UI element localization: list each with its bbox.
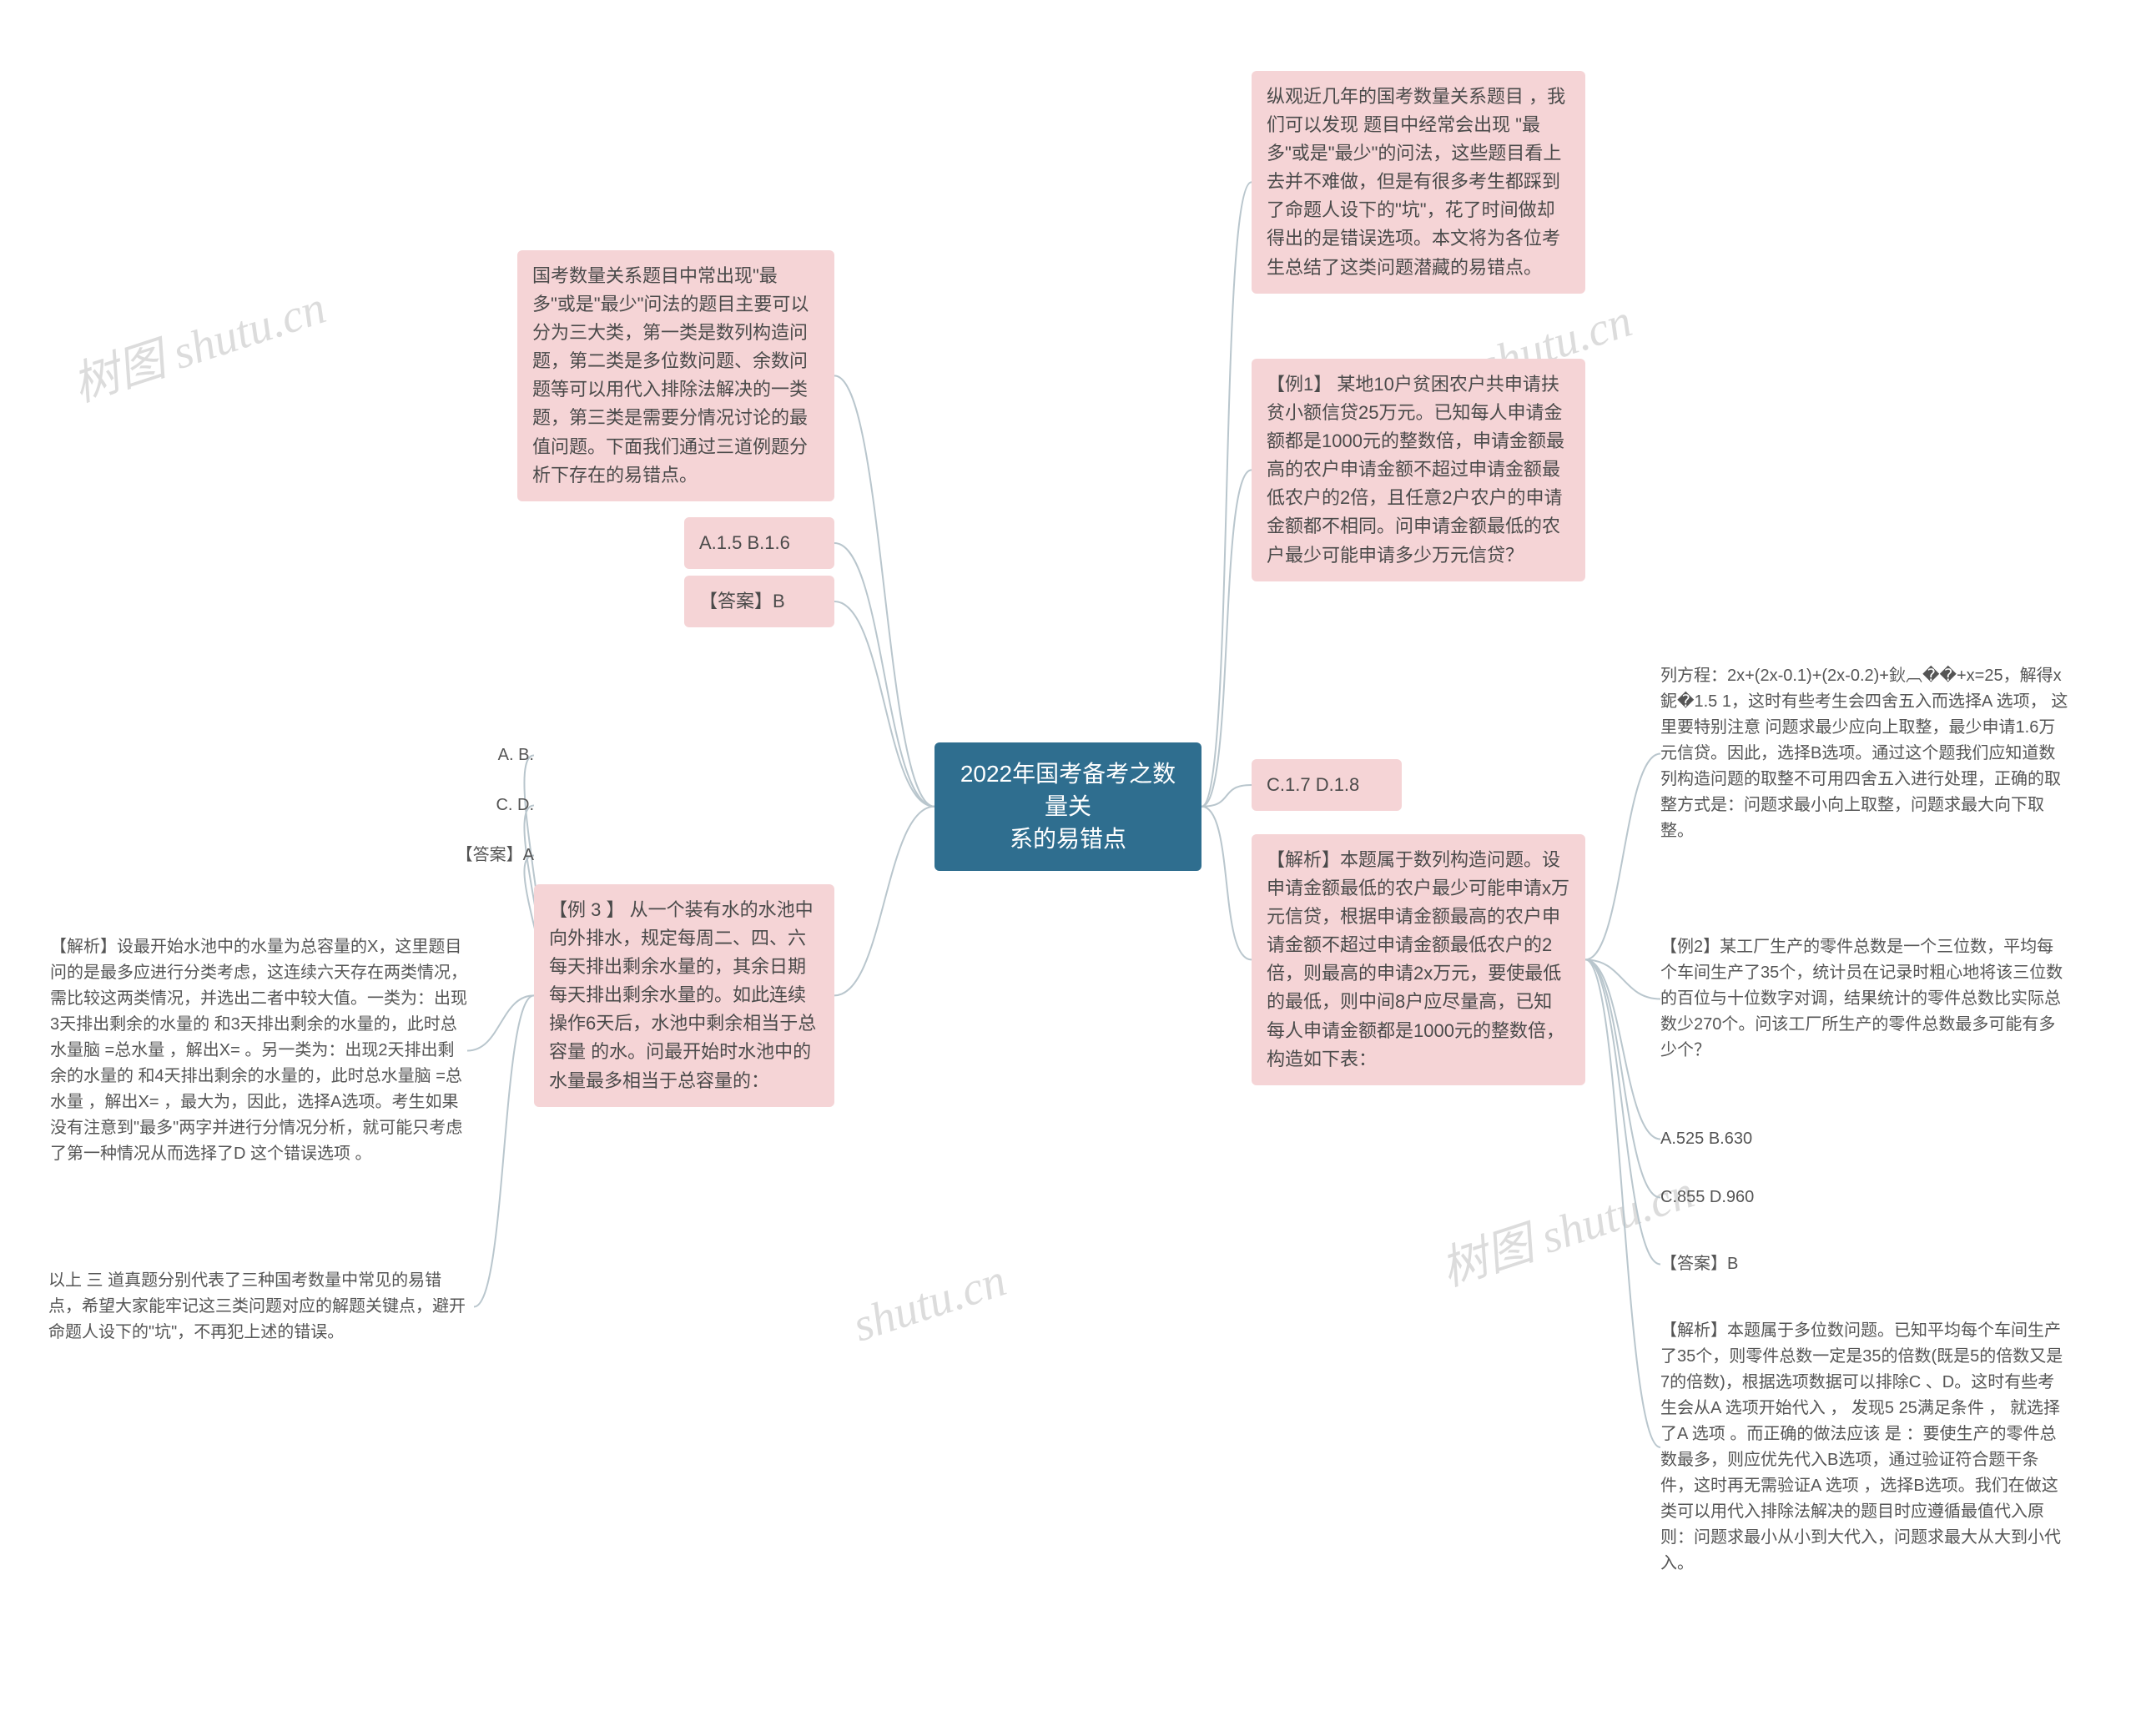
node-text: 以上 三 道真题分别代表了三种国考数量中常见的易错点，希望大家能牢记这三类问题对… <box>48 1271 466 1341</box>
node-text: C. D. <box>496 796 534 814</box>
node-plain-answer-a: 【答案】A <box>409 843 534 868</box>
node-analysis-3: 【解析】设最开始水池中的水量为总容量的X，这里题目问的是最多应进行分类考虑，这连… <box>50 934 467 1167</box>
node-text: C.855 D.960 <box>1660 1188 1754 1206</box>
node-text: 【例1】 某地10户贫困农户共申请扶贫小额信贷25万元。已知每人申请金额都是10… <box>1267 374 1564 566</box>
node-option-ab[interactable]: A.1.5 B.1.6 <box>684 517 834 569</box>
node-text: 【答案】A <box>456 846 534 864</box>
node-conclusion: 以上 三 道真题分别代表了三种国考数量中常见的易错点，希望大家能牢记这三类问题对… <box>48 1268 474 1346</box>
node-plain-cd: C. D. <box>459 793 534 818</box>
node-text: A. B. <box>498 746 534 764</box>
node-text: 【答案】B <box>1660 1255 1738 1273</box>
node-text: 【解析】设最开始水池中的水量为总容量的X，这里题目问的是最多应进行分类考虑，这连… <box>50 938 467 1163</box>
node-analysis-2: 【解析】本题属于多位数问题。已知平均每个车间生产了35个，则零件总数一定是35的… <box>1660 1318 2069 1577</box>
node-text: 列方程：2x+(2x-0.1)+(2x-0.2)+鈥︹��+x=25，解得x鈮�… <box>1660 667 2068 840</box>
node-option-cd[interactable]: C.1.7 D.1.8 <box>1252 759 1402 811</box>
node-text: 【答案】B <box>699 591 785 611</box>
node-analysis-1[interactable]: 【解析】本题属于数列构造问题。设申请金额最低的农户最少可能申请x万元信贷，根据申… <box>1252 834 1585 1085</box>
node-plain-ab: A. B. <box>459 742 534 768</box>
node-ex2-option-cd: C.855 D.960 <box>1660 1185 1811 1210</box>
node-answer-b[interactable]: 【答案】B <box>684 576 834 627</box>
watermark: 树图 shutu.cn <box>63 269 333 415</box>
node-example-2: 【例2】某工厂生产的零件总数是一个三位数，平均每个车间生产了35个，统计员在记录… <box>1660 934 2069 1064</box>
watermark: shutu.cn <box>847 1253 1013 1352</box>
node-left-summary[interactable]: 国考数量关系题目中常出现"最多"或是"最少"问法的题目主要可以分为三大类，第一类… <box>517 250 834 501</box>
node-text: 【例2】某工厂生产的零件总数是一个三位数，平均每个车间生产了35个，统计员在记录… <box>1660 938 2063 1059</box>
watermark: 树图 shutu.cn <box>1431 1154 1701 1299</box>
node-example-3[interactable]: 【例 3 】 从一个装有水的水池中向外排水，规定每周二、四、六每天排出剩余水量的… <box>534 884 834 1107</box>
node-text: 纵观近几年的国考数量关系题目 ，我们可以发现 题目中经常会出现 "最多"或是"最… <box>1267 86 1565 278</box>
center-topic-text: 2022年国考备考之数量关 系的易错点 <box>960 761 1176 852</box>
node-ex2-answer: 【答案】B <box>1660 1251 1811 1277</box>
center-topic[interactable]: 2022年国考备考之数量关 系的易错点 <box>934 742 1202 871</box>
node-text: 国考数量关系题目中常出现"最多"或是"最少"问法的题目主要可以分为三大类，第一类… <box>532 265 809 486</box>
node-text: 【例 3 】 从一个装有水的水池中向外排水，规定每周二、四、六每天排出剩余水量的… <box>549 899 816 1091</box>
node-text: C.1.7 D.1.8 <box>1267 774 1359 795</box>
node-example-1[interactable]: 【例1】 某地10户贫困农户共申请扶贫小额信贷25万元。已知每人申请金额都是10… <box>1252 359 1585 581</box>
node-text: 【解析】本题属于多位数问题。已知平均每个车间生产了35个，则零件总数一定是35的… <box>1660 1321 2063 1572</box>
node-text: A.525 B.630 <box>1660 1130 1752 1148</box>
node-equation-note: 列方程：2x+(2x-0.1)+(2x-0.2)+鈥︹��+x=25，解得x鈮�… <box>1660 663 2069 844</box>
node-ex2-option-ab: A.525 B.630 <box>1660 1126 1811 1152</box>
node-text: 【解析】本题属于数列构造问题。设申请金额最低的农户最少可能申请x万元信贷，根据申… <box>1267 849 1569 1069</box>
node-text: A.1.5 B.1.6 <box>699 532 790 553</box>
node-right-intro[interactable]: 纵观近几年的国考数量关系题目 ，我们可以发现 题目中经常会出现 "最多"或是"最… <box>1252 71 1585 294</box>
